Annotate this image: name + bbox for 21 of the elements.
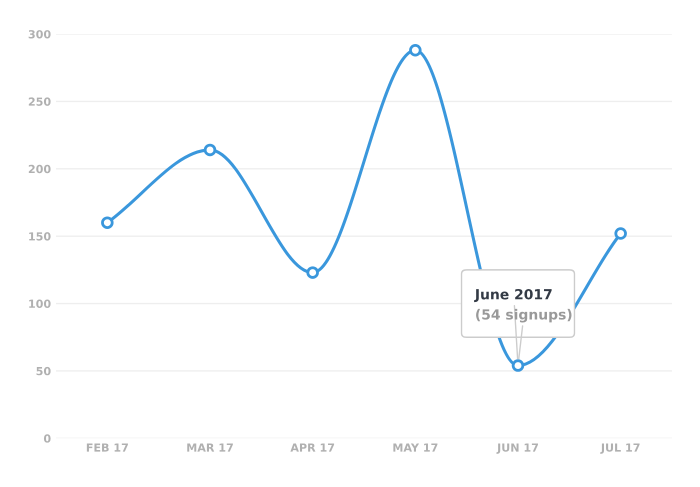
y-tick-label: 250 (28, 97, 51, 106)
point (306, 266, 319, 279)
y-tick-label: 200 (28, 164, 51, 174)
y-tick-label: 150 (29, 232, 51, 241)
point (512, 359, 524, 372)
annotation: June 2017 (474, 289, 552, 302)
x-tick-label: JUN 17 (496, 444, 538, 454)
x-tick-label: APR 17 (290, 444, 334, 452)
point (204, 144, 216, 156)
x-tick-label: MAR 17 (187, 444, 233, 452)
point (614, 227, 627, 240)
x-tick-label: MAY 17 (393, 444, 438, 452)
x-tick-label: JUL 17 (600, 444, 640, 454)
y-tick-label: 100 (29, 300, 51, 308)
annotation: (54 signups) (476, 308, 572, 322)
point (101, 216, 114, 229)
x-tick-label: FEB 17 (86, 444, 128, 452)
y-tick-label: 300 (28, 30, 51, 38)
y-tick-label: 0 (44, 434, 51, 443)
point (409, 44, 422, 57)
y-tick-label: 50 (36, 366, 51, 376)
